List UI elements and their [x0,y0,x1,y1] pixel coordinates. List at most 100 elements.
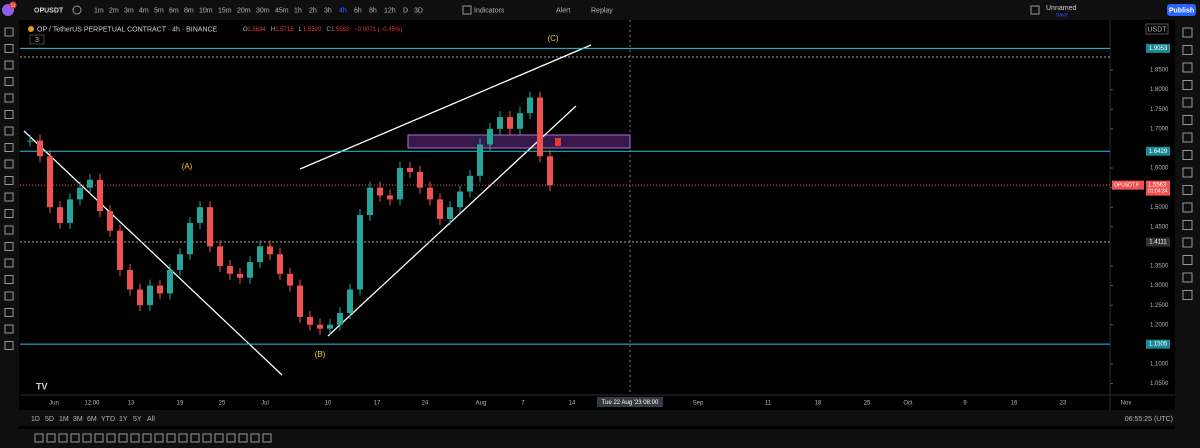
tool-icon[interactable] [4,192,14,202]
panel-icon[interactable] [1182,115,1193,125]
draw-icon[interactable] [58,433,68,443]
tool-icon[interactable] [4,143,14,152]
tool-icon[interactable] [4,93,14,103]
range-button[interactable]: 1D [31,416,40,423]
draw-icon[interactable] [178,433,188,443]
range-button[interactable]: All [147,416,155,423]
tool-icon[interactable] [4,60,14,70]
tool-icon[interactable] [4,291,14,301]
panel-icon[interactable] [1182,27,1193,38]
draw-icon[interactable] [70,433,80,443]
interval[interactable]: D [403,7,408,14]
interval[interactable]: 45m [275,7,289,14]
draw-icon[interactable] [166,433,176,443]
interval[interactable]: 20m [237,7,251,14]
symbol[interactable]: OPUSDT [34,7,64,14]
add-symbol[interactable] [72,5,82,15]
interval[interactable]: 8h [369,7,377,14]
draw-icon[interactable] [94,433,104,443]
draw-icon[interactable] [238,433,248,443]
panel-icon[interactable] [1182,45,1193,55]
layout-name[interactable]: Unnamed [1046,5,1076,12]
interval[interactable]: 3m [124,7,134,14]
tool-icon[interactable] [4,242,14,251]
alert[interactable]: Alert [556,7,570,14]
tool-icon[interactable] [4,324,14,334]
publish[interactable]: Publish [1169,7,1194,14]
indicator-count-box[interactable] [29,34,45,45]
draw-icon[interactable] [226,433,236,443]
draw-icon[interactable] [106,433,116,443]
interval[interactable]: 3h [324,7,332,14]
publish-button[interactable] [1167,4,1196,16]
interval[interactable]: 12h [384,7,396,14]
panel-icon[interactable] [1182,202,1193,213]
interval[interactable]: 1m [94,7,104,14]
tool-icon[interactable] [4,308,14,317]
tool-icon[interactable] [4,176,14,185]
interval[interactable]: 6m [169,7,179,14]
range-button[interactable]: 5Y [133,416,142,423]
panel-icon[interactable] [1182,255,1193,265]
range-button[interactable]: 3M [73,416,83,423]
tool-icon[interactable] [4,159,14,169]
interval[interactable]: 1h [294,7,302,14]
range-button[interactable]: 1M [59,416,69,423]
tool-icon[interactable] [4,110,14,119]
panel-icon[interactable] [1182,150,1193,160]
interval[interactable]: 4m [139,7,149,14]
interval[interactable]: 6h [354,7,362,14]
interval[interactable]: 10m [199,7,213,14]
panel-icon[interactable] [1182,97,1193,108]
panel-icon[interactable] [1182,185,1193,195]
range-button[interactable]: 1Y [119,416,128,423]
range-button[interactable]: 6M [87,416,97,423]
interval[interactable]: 2m [109,7,119,14]
range-button[interactable]: YTD [101,416,115,423]
draw-icon[interactable] [82,433,92,443]
interval[interactable]: 30m [256,7,270,14]
draw-icon[interactable] [262,433,272,443]
tool-icon[interactable] [4,126,14,136]
panel-icon[interactable] [1182,167,1193,178]
draw-icon[interactable] [250,433,260,443]
panel-icon[interactable] [1182,290,1193,300]
tool-icon[interactable] [4,258,14,268]
currency-box[interactable] [1145,23,1169,35]
tool-icon[interactable] [4,77,14,86]
panel-icon[interactable] [1182,80,1193,90]
panel-icon[interactable] [1182,237,1193,248]
tool-icon[interactable] [4,44,14,53]
candle [477,144,483,176]
tool-icon[interactable] [4,341,14,350]
x-tick-label: Sep [693,401,704,407]
tool-icon[interactable] [4,27,14,37]
draw-icon[interactable] [190,433,200,443]
save[interactable]: Save [1056,12,1068,18]
panel-icon[interactable] [1182,220,1193,230]
tool-icon[interactable] [4,209,14,218]
interval[interactable]: 15m [218,7,232,14]
replay[interactable]: Replay [591,7,613,14]
draw-icon[interactable] [34,433,44,443]
draw-icon[interactable] [130,433,140,443]
range-button[interactable]: 5D [45,416,54,423]
draw-icon[interactable] [214,433,224,443]
interval[interactable]: 8m [184,7,194,14]
panel-icon[interactable] [1182,62,1193,73]
symbol-tag-label: OPUSDT.P [1114,182,1140,188]
interval[interactable]: 2h [309,7,317,14]
draw-icon[interactable] [202,433,212,443]
tool-icon[interactable] [4,275,14,284]
draw-icon[interactable] [46,433,56,443]
interval[interactable]: 5m [154,7,164,14]
interval[interactable]: 3D [414,7,423,14]
tool-icon[interactable] [4,225,14,235]
draw-icon[interactable] [142,433,152,443]
interval[interactable]: 4h [339,7,347,14]
draw-icon[interactable] [154,433,164,443]
indicators[interactable]: Indicators [474,7,505,14]
panel-icon[interactable] [1182,272,1193,283]
draw-icon[interactable] [118,433,128,443]
panel-icon[interactable] [1182,132,1193,143]
